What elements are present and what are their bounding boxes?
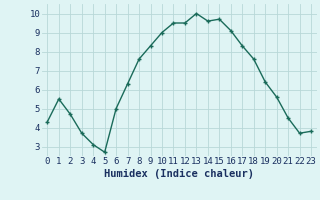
X-axis label: Humidex (Indice chaleur): Humidex (Indice chaleur) — [104, 169, 254, 179]
